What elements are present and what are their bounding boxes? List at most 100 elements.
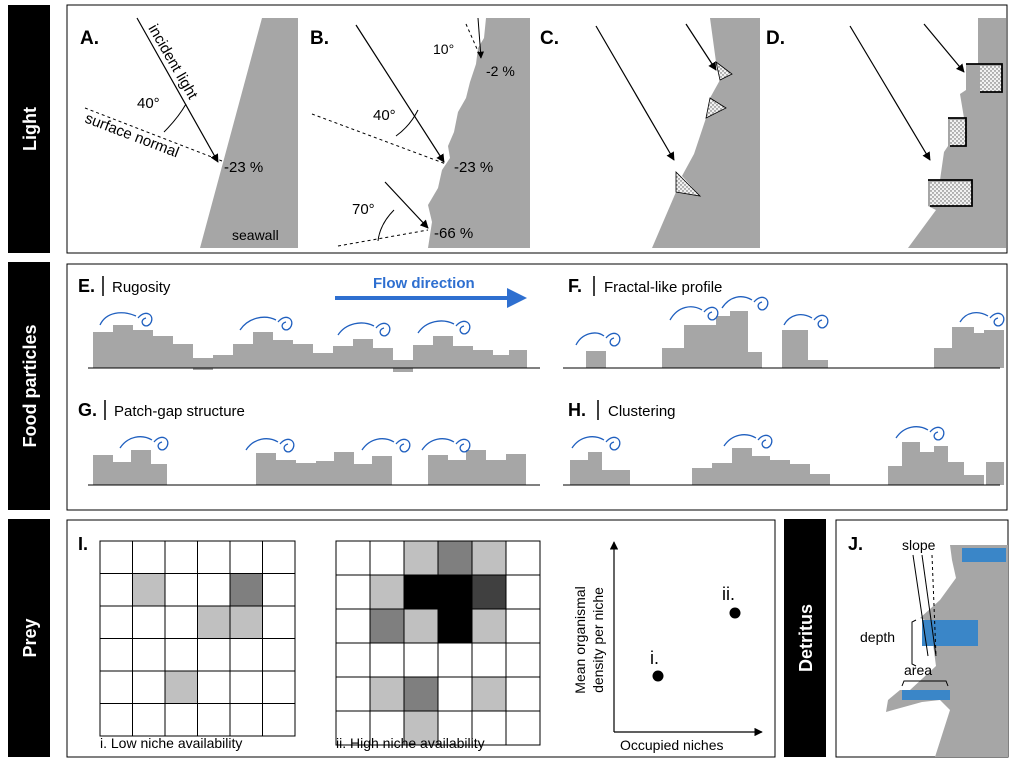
niche-cell [164,638,198,672]
slope-label: slope [902,537,936,553]
niche-cell [335,540,371,576]
niche-cell [437,676,473,712]
panel-letter-c: C. [540,28,559,49]
ray-d2 [849,25,931,161]
ray-b-top [477,17,485,59]
food-panel-f: F. Fractal-like profile [563,276,1005,369]
title-h: Clustering [608,403,676,420]
angle-arc-b2 [395,109,419,137]
incident-light-arrow [136,17,219,163]
niche-cell [197,638,231,672]
niche-cell [471,710,507,746]
scatter-point-low [652,670,664,682]
side-label-prey-text: Prey [20,618,40,657]
panel-letter-a: A. [80,28,99,49]
niche-cell [229,670,263,704]
shadow-c3 [675,171,702,197]
side-label-light-text: Light [20,107,40,151]
niche-cell [437,710,473,746]
niche-cell [99,573,133,607]
depth-brace [911,619,917,667]
niche-cell [99,540,133,574]
swirls-e [99,312,471,337]
food-panel-e: E. Rugosity [78,276,540,372]
niche-cell [505,710,541,746]
niche-cell [505,574,541,610]
niche-cell [505,642,541,678]
niche-cell [369,676,405,712]
niche-grid-low [99,540,296,737]
shelf-d1 [966,63,1003,93]
niche-cell [132,670,166,704]
side-label-prey: Prey [8,519,50,757]
scatter-point-low-label: i. [650,648,659,668]
niche-cell [335,608,371,644]
niche-cell [197,670,231,704]
scatter-ylabel-1: Mean organismal [572,586,588,693]
niche-cell [437,540,473,576]
niche-cell [132,605,166,639]
niche-cell [403,540,439,576]
niche-cell [99,605,133,639]
niche-cell [164,540,198,574]
ray-b-mid [355,24,445,163]
niche-cell [437,574,473,610]
niche-cell [471,574,507,610]
reduction-label-b3: -66 % [434,225,473,242]
side-label-light: Light [8,5,50,253]
niche-cell [132,573,166,607]
normal-b-low [337,229,429,247]
niche-cell [437,608,473,644]
light-panel-frame [66,4,1008,254]
niche-cell [164,703,198,737]
light-panel-b: B. 10° -2 % 40° -23 % 70° -66 % [310,17,530,248]
ray-b-low [384,181,429,229]
reduction-label-a: -23 % [224,159,263,176]
niche-cell [369,642,405,678]
niche-cell [335,676,371,712]
light-panel-a: A. incident light surface normal 40° -23… [80,17,298,248]
niche-cell [262,540,296,574]
incident-light-label: incident light [145,22,202,103]
ray-c1 [685,23,717,71]
niche-cell [229,638,263,672]
shelf-d3 [928,179,973,207]
scatter-ylabel-2: density per niche [590,587,606,693]
surface-normal-line [84,107,223,162]
niche-cell [262,605,296,639]
title-g: Patch-gap structure [114,403,245,420]
niche-cell [437,642,473,678]
profile-h [570,442,1004,485]
side-label-food: Food particles [8,262,50,510]
reduction-label-b1: -2 % [486,63,515,79]
shadow-d3 [930,182,972,206]
seawall-label: seawall [232,227,279,243]
water-pool-mid [922,620,978,646]
area-brace [901,680,949,687]
niche-cell [99,703,133,737]
food-panel-h: H. Clustering [563,400,1004,486]
flow-direction: Flow direction [335,275,527,308]
niche-cell [471,676,507,712]
sawtooth-wall-shape [652,18,760,248]
niche-cell [197,605,231,639]
niche-cell [132,540,166,574]
seawall-shape [200,18,298,248]
niche-cell [471,608,507,644]
panel-letter-i: I. [78,534,88,554]
detritus-panel-j: J. slope depth area [848,534,1008,757]
niche-cell [369,710,405,746]
niche-cell [197,540,231,574]
side-label-detritus: Detritus [784,519,826,757]
panel-letter-b: B. [310,28,329,49]
side-label-detritus-text: Detritus [796,604,816,672]
niche-cell [505,540,541,576]
water-pool-top [962,548,1006,562]
profile-e [93,325,527,372]
niche-cell [505,608,541,644]
niche-cell [132,638,166,672]
food-panel-g: G. Patch-gap structure [78,400,540,486]
title-f: Fractal-like profile [604,279,722,296]
niche-cell [132,703,166,737]
stepped-wall-shape [428,18,530,248]
